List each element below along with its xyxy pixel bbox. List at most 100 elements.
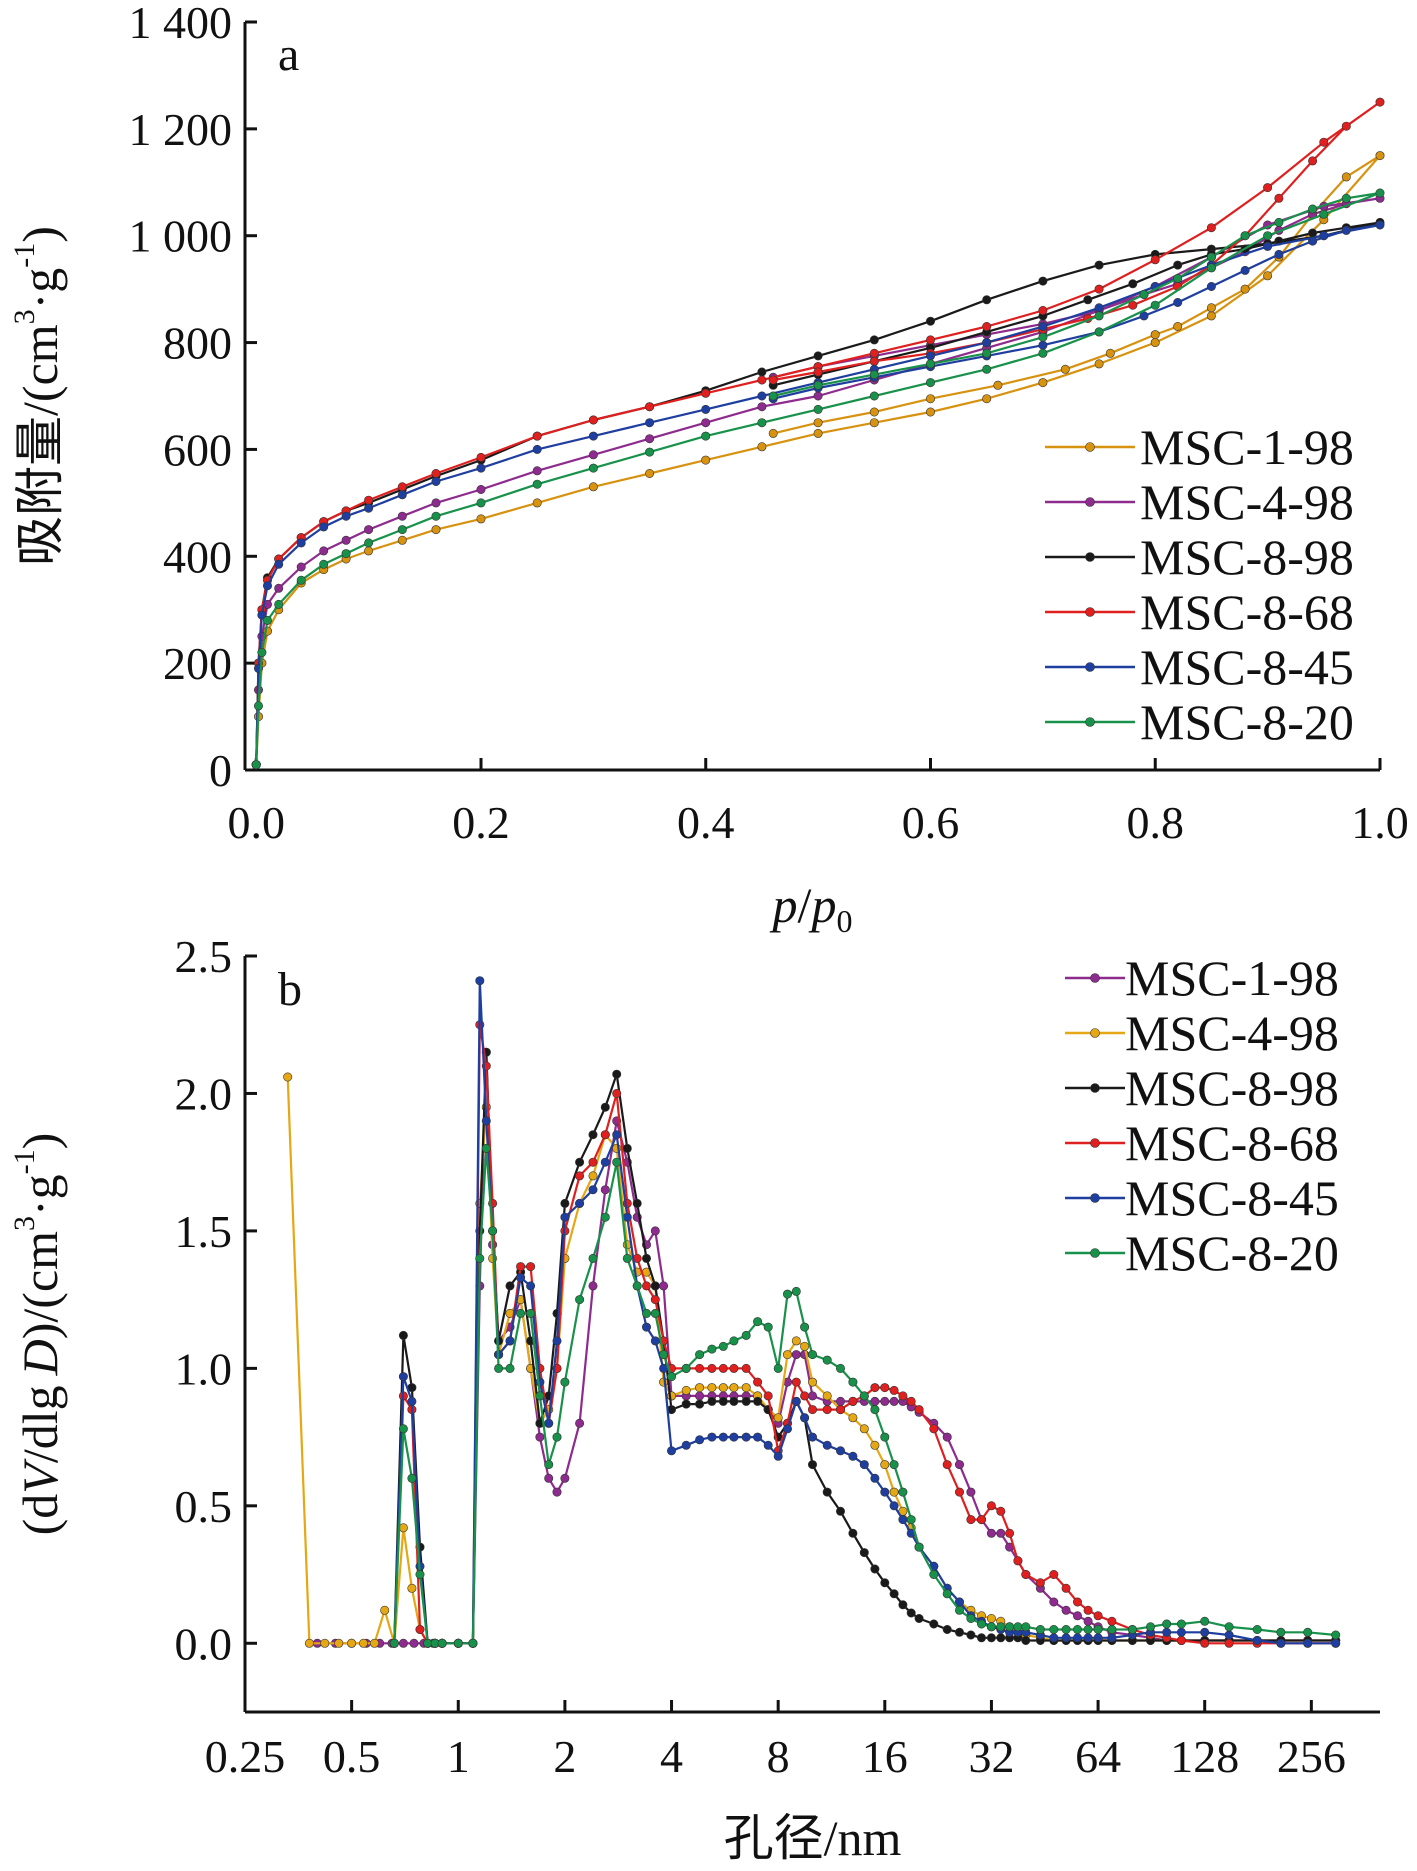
data-point (415, 1570, 425, 1580)
data-point (835, 1396, 845, 1406)
data-point (1094, 327, 1104, 337)
data-point (869, 335, 879, 345)
data-point (650, 1295, 660, 1305)
data-point (1331, 1638, 1341, 1648)
legend-entry: MSC-8-20 (1045, 694, 1354, 750)
data-point (695, 1435, 705, 1445)
data-point (870, 1383, 880, 1393)
data-point (800, 1322, 810, 1332)
series-MSC-8-45 (251, 220, 1385, 770)
x-tick-label: 1 (447, 1731, 470, 1782)
data-point (813, 391, 823, 401)
data-point (757, 375, 767, 385)
data-point (1319, 209, 1329, 219)
data-point (1035, 1625, 1045, 1635)
data-point (880, 1460, 890, 1470)
legend-entry: MSC-4-98 (1065, 1005, 1339, 1061)
data-point (341, 535, 351, 545)
data-point (718, 1383, 728, 1393)
data-point (859, 1460, 869, 1470)
data-point (859, 1424, 869, 1434)
data-point (364, 503, 374, 513)
data-point (976, 1633, 986, 1643)
y-tick-label: 2.5 (175, 931, 233, 982)
data-point (889, 1460, 899, 1470)
data-point (869, 370, 879, 380)
data-point (869, 348, 879, 358)
data-point (364, 525, 374, 535)
y-tick-label: 1 400 (129, 0, 233, 48)
data-point (397, 490, 407, 500)
data-point (407, 1396, 417, 1406)
data-point (1200, 1627, 1210, 1637)
series-MSC-8-20 (389, 1143, 1341, 1648)
data-point (1263, 271, 1273, 281)
data-point (560, 1377, 570, 1387)
data-point (575, 1295, 585, 1305)
data-point (1319, 137, 1329, 147)
data-point (695, 1383, 705, 1393)
data-point (741, 1383, 751, 1393)
data-point (650, 1336, 660, 1346)
data-point (588, 1253, 598, 1263)
data-point (929, 1570, 939, 1580)
adsorption-isotherm-chart: 0 200 400 600 800 1 000 1 200 1 400 0.0 0.2 0.4 0.6… (8, 0, 1409, 939)
data-point (516, 1308, 526, 1318)
data-point (398, 1638, 408, 1648)
data-point (1274, 217, 1284, 227)
data-point (1049, 1570, 1059, 1580)
data-point (274, 583, 284, 593)
data-point (1061, 1625, 1071, 1635)
legend-swatch-marker (1085, 552, 1095, 562)
data-point (925, 335, 935, 345)
data-point (397, 535, 407, 545)
data-point (822, 1440, 832, 1450)
legend-swatch-marker (1090, 1193, 1100, 1203)
legend-label: MSC-8-20 (1125, 1225, 1339, 1281)
data-point (1127, 1625, 1137, 1635)
legend-label: MSC-1-98 (1125, 950, 1339, 1006)
data-point (1094, 303, 1104, 313)
data-point (1073, 1633, 1083, 1643)
data-point (1173, 260, 1183, 270)
data-point (1162, 1627, 1172, 1637)
data-point (468, 1638, 478, 1648)
data-point (254, 701, 264, 711)
data-point (1173, 273, 1183, 283)
data-point (1038, 321, 1048, 331)
data-point (526, 1281, 536, 1291)
data-point (701, 455, 711, 465)
data-point (666, 1446, 676, 1456)
data-point (588, 1157, 598, 1167)
data-point (481, 1116, 491, 1126)
data-point (768, 428, 778, 438)
data-point (1005, 1528, 1015, 1538)
data-point (304, 1638, 314, 1648)
data-point (488, 1226, 498, 1236)
legend-label: MSC-4-98 (1125, 1005, 1339, 1061)
data-point (1094, 311, 1104, 321)
data-point (966, 1614, 976, 1624)
data-point (835, 1506, 845, 1516)
data-point (835, 1446, 845, 1456)
data-point (681, 1440, 691, 1450)
data-point (1094, 359, 1104, 369)
data-point (701, 404, 711, 414)
data-point (516, 1273, 526, 1283)
legend-swatch-marker (1090, 1028, 1100, 1038)
data-point (1013, 1556, 1023, 1566)
data-point (729, 1336, 739, 1346)
data-point (1308, 156, 1318, 166)
data-point (1035, 1578, 1045, 1588)
data-point (1083, 1633, 1093, 1643)
data-point (544, 1473, 554, 1483)
data-point (645, 434, 655, 444)
data-point (1061, 1633, 1071, 1643)
data-point (1341, 121, 1351, 131)
x-tick-label: 32 (968, 1731, 1014, 1782)
data-point (535, 1391, 545, 1401)
data-point (632, 1281, 642, 1291)
data-point (848, 1396, 858, 1406)
data-point (982, 321, 992, 331)
data-point (505, 1281, 515, 1291)
